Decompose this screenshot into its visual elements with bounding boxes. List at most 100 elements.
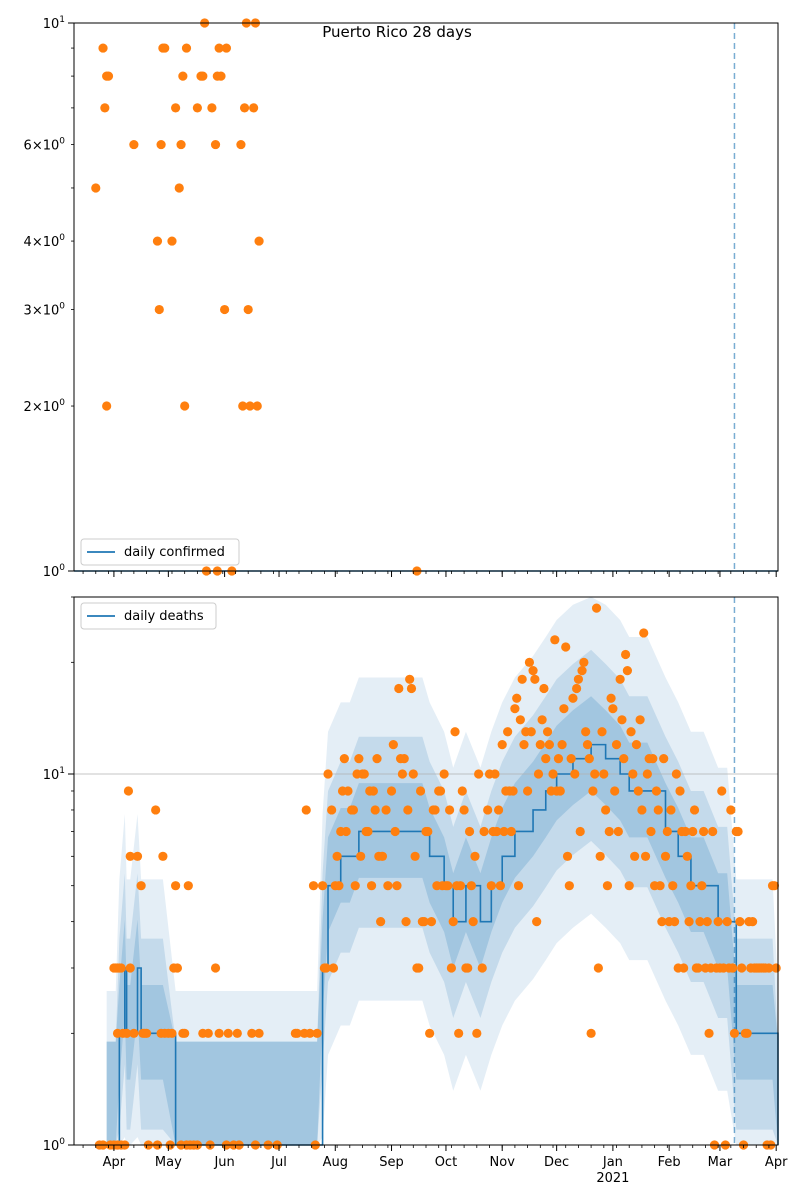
top-y-ticks: 100 2×100 3×100 4×100 6×100 101 [24, 15, 74, 580]
data-point [593, 963, 603, 973]
data-point [254, 1028, 264, 1038]
data-point [764, 963, 774, 973]
data-point [180, 1028, 190, 1038]
data-point [548, 769, 558, 779]
top-legend: daily confirmed [80, 538, 240, 566]
data-point [125, 963, 135, 973]
data-point [553, 754, 564, 764]
data-point [348, 805, 359, 815]
data-point [524, 657, 535, 667]
data-point [210, 139, 221, 150]
data-point [771, 963, 781, 973]
data-point [343, 786, 353, 796]
data-point [561, 642, 571, 652]
data-point [414, 963, 424, 973]
data-point [454, 1028, 464, 1038]
data-point [503, 727, 513, 737]
data-point [619, 754, 629, 764]
data-point [659, 754, 669, 764]
data-point [435, 786, 446, 796]
data-point [526, 727, 536, 737]
data-point [532, 917, 542, 927]
data-point [203, 1028, 213, 1038]
data-point [610, 786, 620, 796]
data-point [486, 881, 496, 891]
data-point [254, 236, 264, 246]
data-point [178, 71, 188, 81]
data-point [370, 805, 380, 815]
data-point [506, 826, 516, 837]
bottom-legend-label: daily deaths [124, 609, 204, 624]
data-point [584, 754, 594, 764]
data-point [655, 881, 665, 891]
data-point [443, 881, 453, 891]
data-point [608, 704, 618, 714]
data-point [236, 139, 246, 150]
data-point [399, 754, 409, 764]
data-point [542, 727, 553, 737]
data-point [535, 740, 545, 750]
data-point [368, 786, 378, 796]
data-point [140, 1028, 150, 1038]
data-point [604, 826, 614, 837]
data-point [317, 881, 328, 891]
data-point [735, 917, 745, 927]
x-tick-label: Aug [323, 1155, 348, 1170]
data-point [686, 881, 696, 891]
data-point [446, 963, 457, 973]
data-point [174, 183, 184, 193]
top-axes-frame [73, 22, 779, 572]
data-point [742, 1028, 752, 1038]
data-point [622, 665, 633, 676]
data-point [513, 881, 524, 891]
data-point [679, 963, 689, 973]
data-point [515, 715, 525, 725]
data-point [401, 917, 411, 927]
data-point [639, 628, 649, 638]
data-point [252, 401, 262, 411]
data-point [495, 881, 505, 891]
data-point [648, 754, 658, 764]
data-point [680, 826, 691, 837]
data-point [405, 674, 415, 684]
data-point [129, 139, 139, 150]
data-point [568, 693, 578, 703]
data-point [493, 805, 504, 815]
data-point [100, 103, 110, 113]
x-tick-label: Jan [602, 1155, 623, 1170]
data-point [419, 917, 429, 927]
data-point [510, 704, 520, 714]
data-point [116, 963, 126, 973]
y-tick-label: 3×100 [24, 302, 66, 319]
data-point [728, 963, 738, 973]
data-point [383, 881, 393, 891]
top-panel: 100 2×100 3×100 4×100 6×100 101 daily confirm… [24, 15, 779, 580]
data-point [308, 881, 319, 891]
data-point [444, 805, 455, 815]
data-point [350, 881, 360, 891]
y-tick-label: 100 [43, 563, 66, 580]
data-point [479, 826, 489, 837]
data-point [305, 1028, 315, 1038]
data-point [653, 805, 663, 815]
data-point [637, 805, 647, 815]
data-point [635, 715, 645, 725]
data-point [172, 963, 183, 973]
data-point [321, 963, 331, 973]
data-point [214, 43, 224, 53]
data-point [171, 103, 181, 113]
data-point [582, 740, 593, 750]
data-point [425, 1028, 435, 1038]
data-point [359, 769, 369, 779]
data-point [410, 851, 420, 861]
y-tick-label: 6×100 [24, 137, 66, 154]
data-point [669, 917, 680, 927]
data-point [136, 881, 146, 891]
x-tick-label: Apr [765, 1155, 788, 1170]
data-point [125, 851, 135, 861]
bottom-legend: daily deaths [80, 602, 217, 630]
data-point [633, 786, 643, 796]
data-point [575, 826, 585, 837]
x-tick-label: Jul [270, 1155, 287, 1170]
data-point [341, 826, 351, 837]
